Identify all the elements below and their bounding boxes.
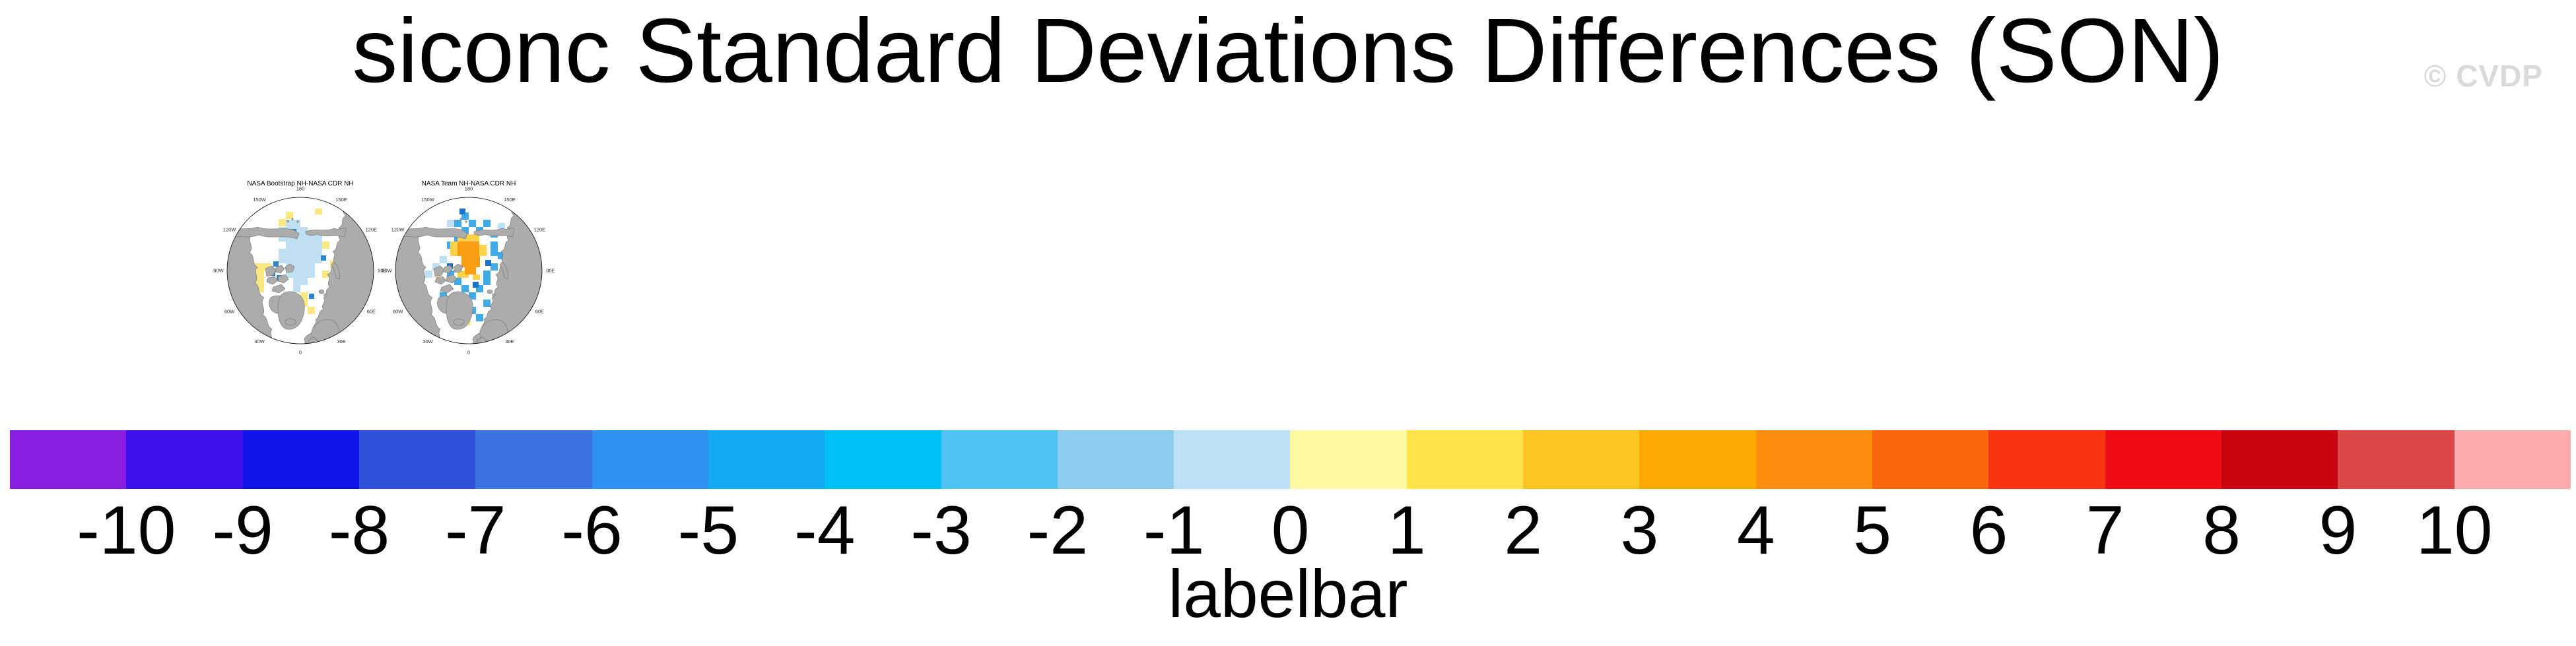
lon-label: 150E	[504, 197, 516, 203]
labelbar-tick: -10	[77, 492, 176, 569]
lon-label: 150E	[335, 197, 347, 203]
labelbar-ticks: -10 -9 -8 -7 -6 -5 -4 -3 -2 -1 0 1 2 3 4 5 6 7 8 9 10	[10, 496, 2571, 569]
labelbar-tick: 7	[2085, 492, 2124, 569]
labelbar-cell	[1639, 430, 1756, 489]
lon-label: 0	[299, 350, 302, 356]
lon-label: 120W	[391, 227, 405, 233]
lon-label: 120E	[366, 227, 378, 233]
lon-label: 90W	[382, 268, 392, 274]
map-content-bootstrap	[227, 197, 374, 344]
labelbar-tick: 8	[2202, 492, 2241, 569]
lon-labels-team: 180 150E 120E 90E 60E 30E 0 30W 60W 90W 120W 150W	[382, 186, 555, 356]
labelbar-cell	[2105, 430, 2221, 489]
labelbar-title: labelbar	[1168, 556, 1408, 631]
labelbar-tick: 6	[1969, 492, 2008, 569]
labelbar-cell	[1057, 430, 1174, 489]
map-title-nasa-bootstrap: NASA Bootstrap NH-NASA CDR NH	[247, 180, 353, 187]
map-panel-nasa-bootstrap: NASA Bootstrap NH-NASA CDR NH	[213, 180, 386, 356]
lon-label: 60E	[367, 309, 376, 315]
labelbar-tick: 2	[1504, 492, 1543, 569]
labelbar-cell	[126, 430, 243, 489]
cvdp-watermark: © CVDP	[2423, 59, 2543, 93]
labelbar-tick: -5	[677, 492, 739, 569]
labelbar-tick: 0	[1271, 492, 1310, 569]
labelbar-tick: -1	[1143, 492, 1205, 569]
labelbar-tick: -4	[794, 492, 856, 569]
map-title-nasa-team: NASA Team NH-NASA CDR NH	[422, 180, 516, 187]
lon-label: 60E	[535, 309, 544, 315]
lon-label: 90E	[546, 268, 555, 274]
labelbar-cell	[1988, 430, 2105, 489]
lon-label: 150W	[421, 197, 435, 203]
lon-label: 0	[467, 350, 470, 356]
lon-label: 180	[465, 186, 473, 192]
labelbar-tick: 10	[2416, 492, 2493, 569]
lon-label: 120E	[534, 227, 546, 233]
labelbar-tick: -7	[445, 492, 506, 569]
lon-label: 90E	[378, 268, 386, 274]
labelbar-tick: -6	[561, 492, 623, 569]
labelbar-tick: 1	[1387, 492, 1426, 569]
labelbar-cell	[358, 430, 476, 489]
labelbar-cell	[1290, 430, 1407, 489]
map-panel-nasa-team: NASA Team NH-NASA CDR NH	[382, 180, 555, 356]
map-rim	[395, 197, 543, 344]
labelbar-cell	[1872, 430, 1989, 489]
labelbar-cell	[1174, 430, 1291, 489]
labelbar-tick: 9	[2319, 492, 2357, 569]
labelbar-cell	[1406, 430, 1524, 489]
labelbar-cell	[708, 430, 825, 489]
labelbar-tick: -8	[328, 492, 390, 569]
labelbar-tick: 3	[1620, 492, 1659, 569]
labelbar-cell	[1523, 430, 1640, 489]
labelbar-cell	[2454, 430, 2571, 489]
map-rim	[226, 197, 374, 344]
labelbar-cell	[2221, 430, 2338, 489]
lon-label: 30E	[505, 339, 514, 344]
lon-label: 120W	[223, 227, 237, 233]
lon-labels-bootstrap: 180 150E 120E 90E 60E 30E 0 30W 60W 90W 120W 150W	[213, 186, 386, 356]
labelbar-tick: 5	[1853, 492, 1891, 569]
labelbar-tick: -3	[910, 492, 972, 569]
labelbar-tick: -2	[1027, 492, 1089, 569]
labelbar-cell	[592, 430, 708, 489]
labelbar-cell	[10, 430, 127, 489]
lon-label: 30W	[423, 339, 433, 344]
labelbar-cell	[1755, 430, 1872, 489]
lon-label: 90W	[213, 268, 224, 274]
labelbar-cell	[2338, 430, 2455, 489]
labelbar-cell	[475, 430, 592, 489]
lon-label: 30W	[254, 339, 265, 344]
lon-label: 30E	[337, 339, 345, 344]
lon-label: 150W	[253, 197, 267, 203]
lon-label: 180	[296, 186, 305, 192]
labelbar-tick: 4	[1736, 492, 1775, 569]
lon-label: 60W	[393, 309, 403, 315]
labelbar-cell	[242, 430, 359, 489]
figure-title: siconc Standard Deviations Differences (…	[352, 0, 2224, 102]
map-content-team	[395, 197, 542, 344]
labelbar-cells	[10, 430, 2571, 489]
labelbar-tick: -9	[212, 492, 273, 569]
lon-label: 60W	[224, 309, 235, 315]
labelbar-cell	[941, 430, 1058, 489]
labelbar-cell	[825, 430, 941, 489]
